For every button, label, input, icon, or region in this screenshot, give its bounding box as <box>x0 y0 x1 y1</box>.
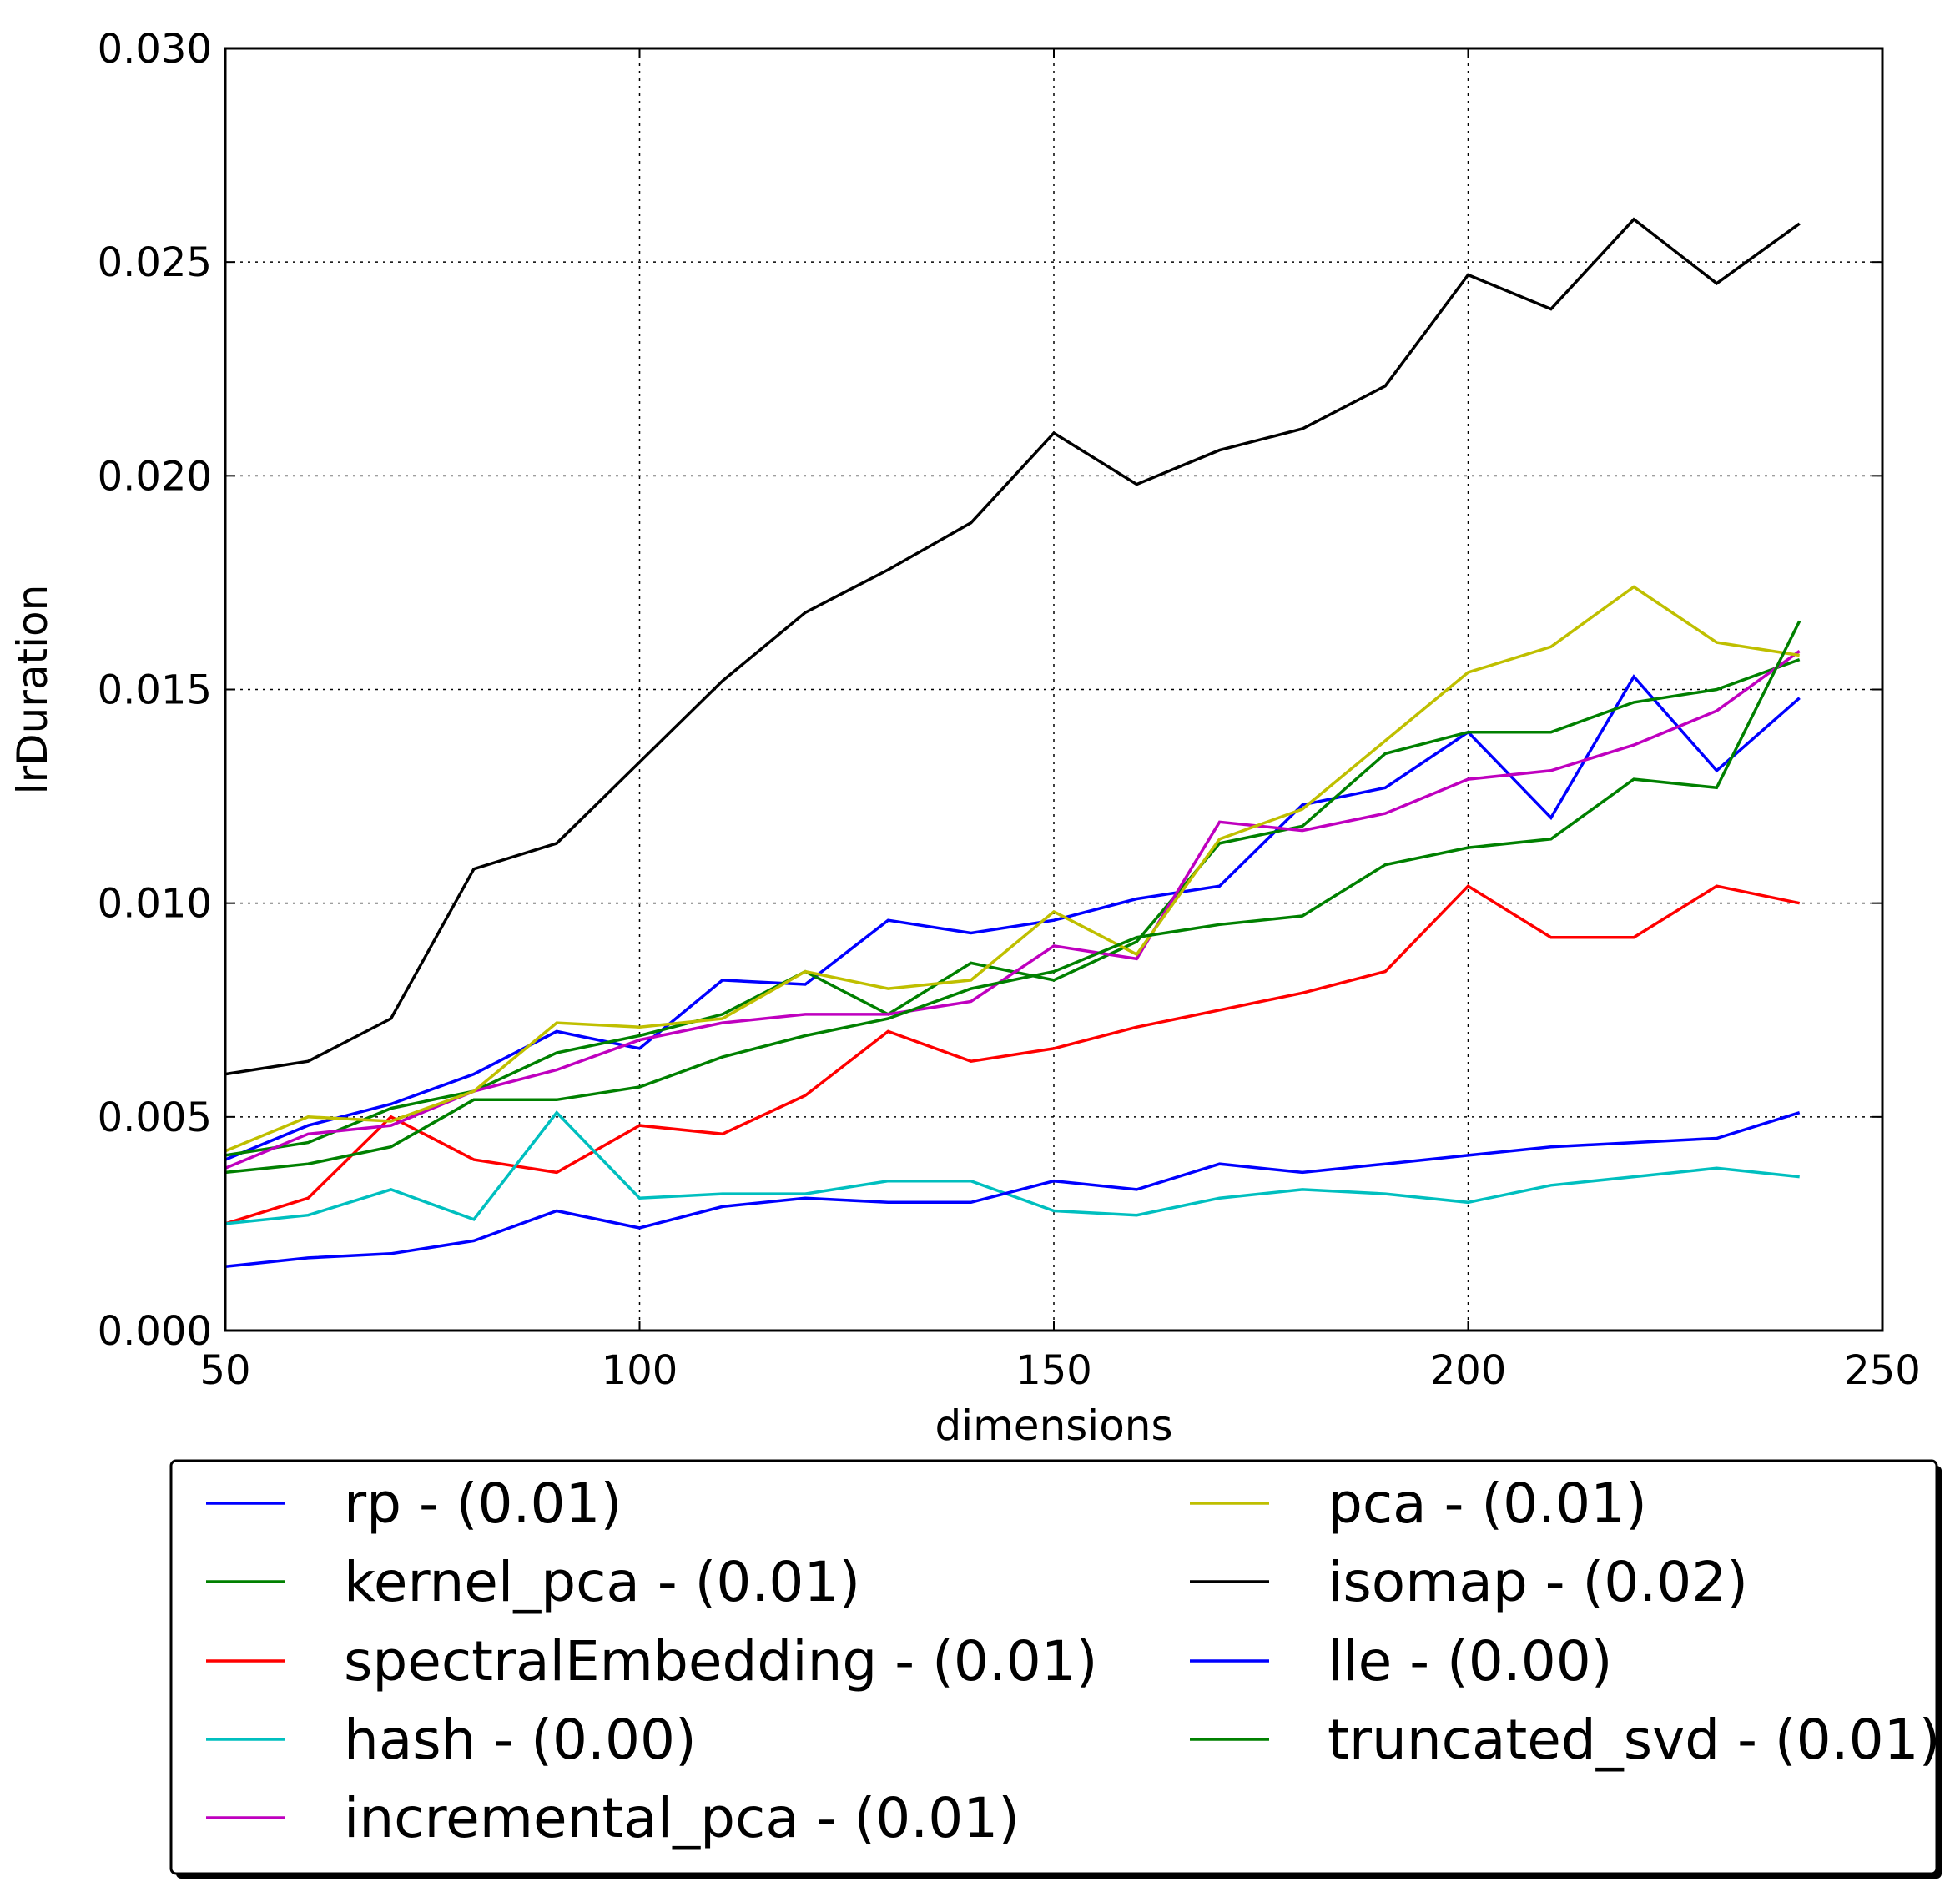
series-line-3 <box>224 1110 1800 1225</box>
x-axis-label: dimensions <box>935 1401 1172 1450</box>
series-line-2 <box>224 883 1801 1225</box>
grid-lines <box>224 48 1883 1331</box>
legend: rp - (0.01) kernel_pca - (0.01) spectralEm… <box>169 1459 1942 1879</box>
series-line-5 <box>224 585 1800 1153</box>
y-tick-label: 0.020 <box>98 453 212 500</box>
series-line-8 <box>224 620 1801 1175</box>
legend-label: hash - (0.00) <box>344 1708 697 1772</box>
y-tick-label: 0.005 <box>98 1094 212 1141</box>
legend-label: rp - (0.01) <box>344 1472 622 1536</box>
legend-label: lle - (0.00) <box>1328 1629 1613 1693</box>
series-lines <box>224 217 1801 1268</box>
series-line-7 <box>224 1111 1801 1268</box>
legend-label: truncated_svd - (0.01) <box>1328 1708 1940 1772</box>
series-line-4 <box>224 649 1801 1170</box>
x-tick-label: 50 <box>199 1347 250 1394</box>
x-tick-label: 200 <box>1430 1347 1507 1394</box>
x-tick-label: 250 <box>1844 1347 1921 1394</box>
legend-label: spectralEmbedding - (0.01) <box>344 1629 1098 1693</box>
series-line-1 <box>224 657 1801 1157</box>
legend-label: kernel_pca - (0.01) <box>344 1550 860 1614</box>
y-tick-label: 0.030 <box>98 26 212 73</box>
axis-ticks: 50 100 150 200 250 0.000 0.005 0.010 0.015 0.020 0… <box>98 26 1921 1394</box>
legend-label: isomap - (0.02) <box>1328 1550 1748 1614</box>
x-tick-label: 150 <box>1015 1347 1092 1394</box>
y-tick-label: 0.015 <box>98 667 212 714</box>
series-line-6 <box>224 217 1801 1076</box>
legend-label: incremental_pca - (0.01) <box>344 1786 1020 1850</box>
series-line-0 <box>224 674 1801 1161</box>
y-axis-label: lrDuration <box>8 585 57 795</box>
y-tick-label: 0.010 <box>98 881 212 928</box>
legend-box <box>169 1459 1938 1875</box>
legend-label: pca - (0.01) <box>1328 1472 1647 1536</box>
y-tick-label: 0.000 <box>98 1308 212 1355</box>
x-tick-label: 100 <box>602 1347 678 1394</box>
y-tick-label: 0.025 <box>98 239 212 286</box>
